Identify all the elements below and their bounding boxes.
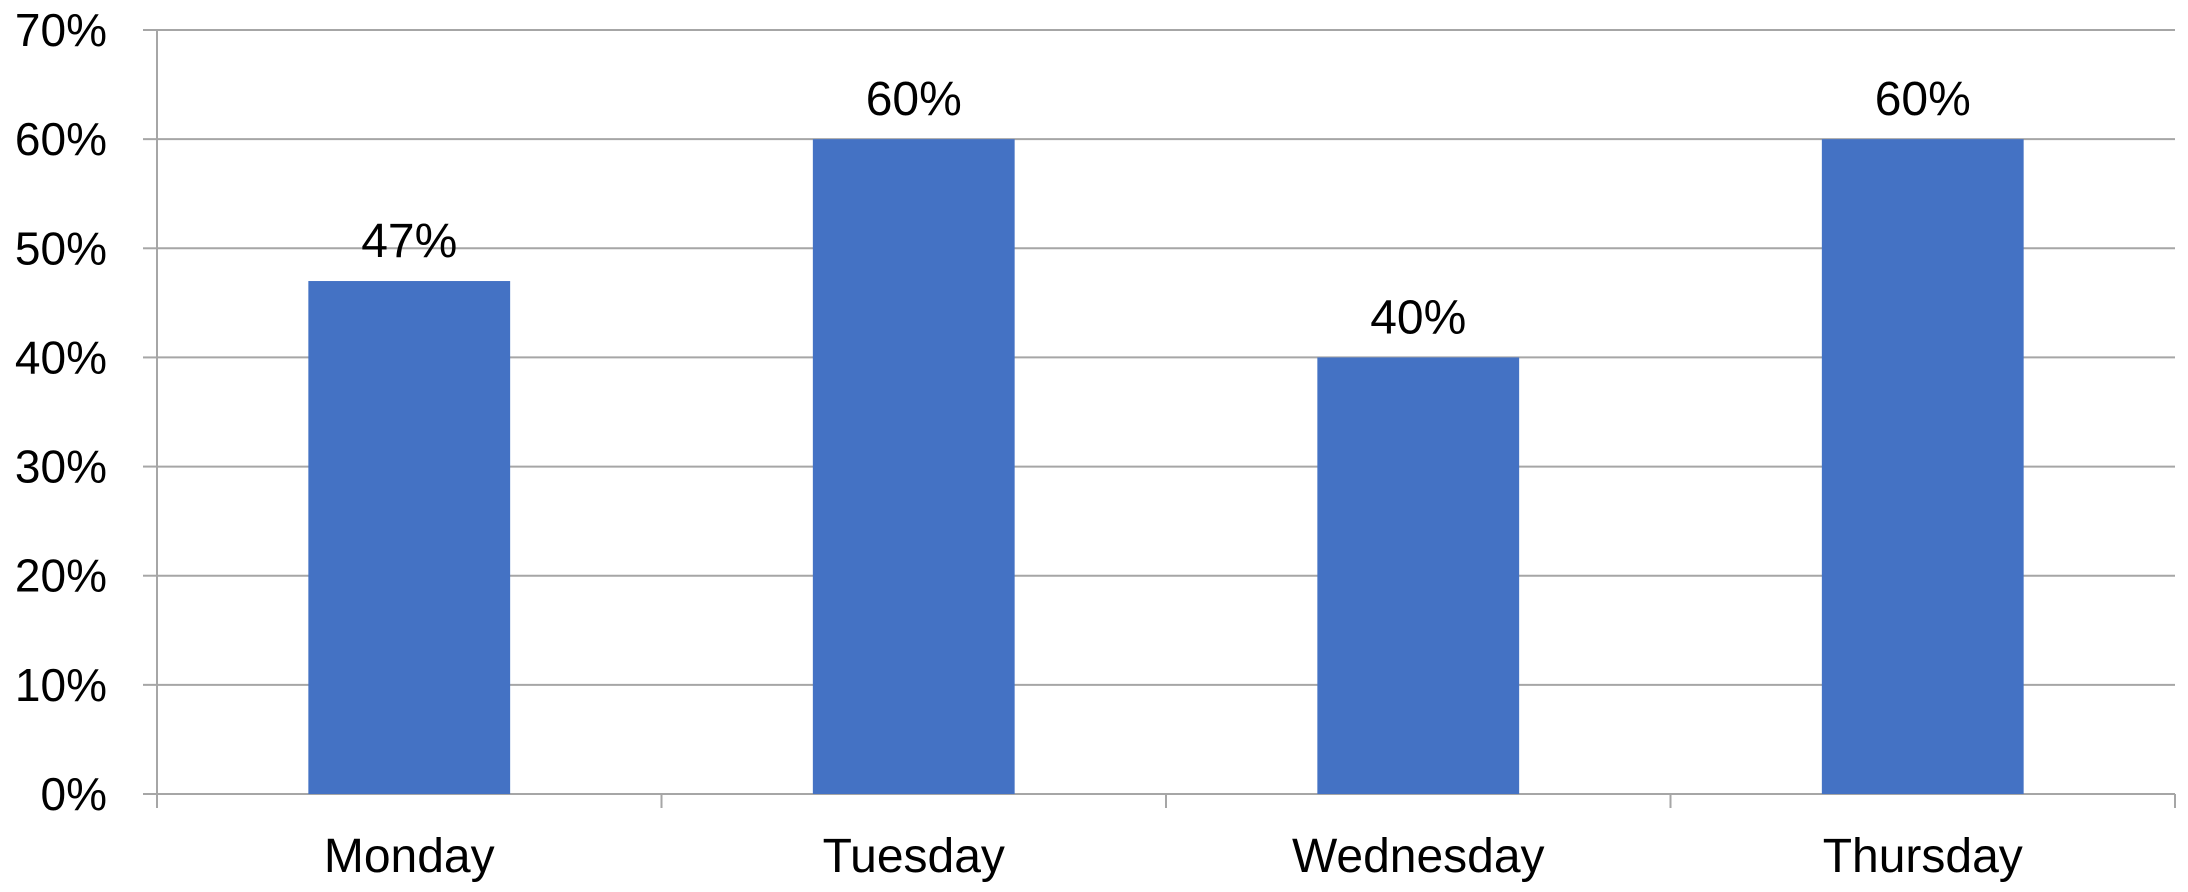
y-tick-label: 40% <box>15 331 107 383</box>
data-label: 60% <box>866 73 962 126</box>
labels: 0% 10% 20% 30% 40% 50% 60% 70% 47% Monday 60% Tuesd… <box>15 4 2023 883</box>
y-tick-label: 50% <box>15 222 107 274</box>
y-tick-label: 10% <box>15 659 107 711</box>
y-tick-label: 20% <box>15 550 107 602</box>
data-label: 40% <box>1370 291 1466 344</box>
category-label: Wednesday <box>1292 830 1545 883</box>
category-label: Thursday <box>1823 830 2023 883</box>
data-label: 47% <box>361 215 457 268</box>
category-label: Monday <box>324 830 495 883</box>
category-label: Tuesday <box>823 830 1005 883</box>
y-tick-label: 0% <box>41 768 107 820</box>
bar-thursday <box>1821 139 2024 795</box>
y-tick-label: 70% <box>15 4 107 56</box>
y-tick-label: 60% <box>15 113 107 165</box>
y-tick-label: 30% <box>15 441 107 493</box>
bars <box>308 139 2024 795</box>
data-label: 60% <box>1875 73 1971 126</box>
bar-monday <box>308 281 511 794</box>
bar-tuesday <box>812 139 1015 795</box>
bar-wednesday <box>1317 357 1520 794</box>
